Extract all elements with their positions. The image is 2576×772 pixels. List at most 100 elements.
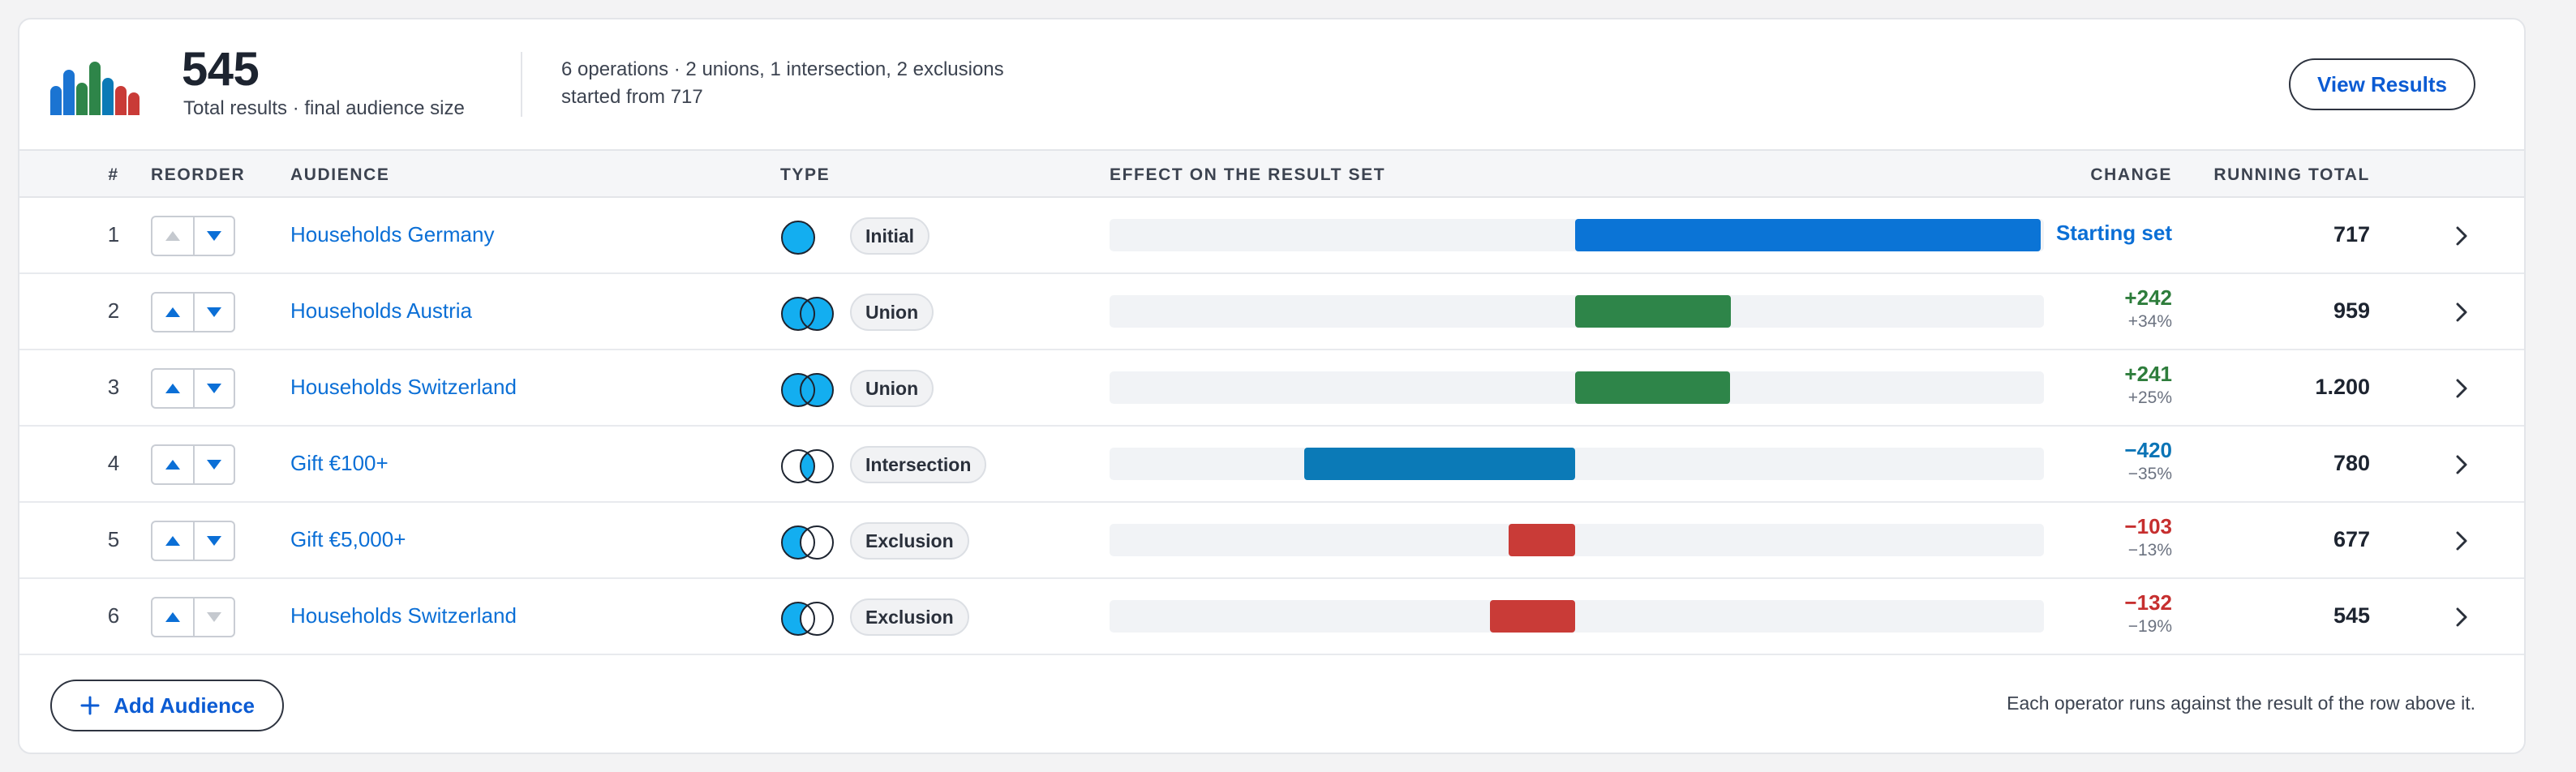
reorder-control: [151, 597, 235, 637]
running-total-value: 959: [2333, 298, 2370, 323]
change-percent: −13%: [2127, 541, 2172, 560]
audience-builder-card: 545 Total results · final audience size …: [18, 18, 2526, 754]
table-header: # REORDER AUDIENCE TYPE EFFECT ON THE RE…: [19, 149, 2524, 198]
type-badge: Union: [850, 294, 934, 331]
arrow-down-icon: [207, 384, 221, 393]
audience-link[interactable]: Households Germany: [290, 222, 495, 247]
running-total-value: 1.200: [2315, 375, 2370, 399]
add-audience-button[interactable]: Add Audience: [50, 680, 284, 731]
header: 545 Total results · final audience size …: [19, 19, 2524, 149]
move-down-button[interactable]: [193, 446, 234, 483]
effect-bar: [1490, 600, 1575, 633]
type-badge: Initial: [850, 217, 930, 255]
running-total-value: 545: [2333, 603, 2370, 628]
table-row[interactable]: 4 Gift €100+ Intersection −420 −35% 780: [19, 427, 2524, 503]
row-index: 5: [107, 527, 120, 551]
move-down-button: [193, 598, 234, 636]
chevron-right-icon[interactable]: [2449, 605, 2474, 629]
audience-link[interactable]: Households Austria: [290, 298, 473, 323]
running-total-value: 677: [2333, 527, 2370, 551]
row-index: 1: [107, 222, 120, 247]
chevron-right-icon[interactable]: [2449, 224, 2474, 248]
change-percent: +34%: [2127, 312, 2172, 331]
change-percent: +25%: [2127, 388, 2172, 407]
column-header-change: CHANGE: [2090, 165, 2172, 184]
chevron-right-icon[interactable]: [2449, 529, 2474, 553]
view-results-button[interactable]: View Results: [2289, 58, 2475, 110]
column-header-audience: AUDIENCE: [290, 165, 390, 184]
arrow-down-icon: [207, 612, 221, 622]
column-header-effect: EFFECT ON THE RESULT SET: [1110, 165, 1386, 184]
row-index: 3: [107, 375, 120, 399]
add-audience-label: Add Audience: [114, 693, 255, 718]
change-cell: Starting set: [2056, 221, 2172, 246]
move-up-button[interactable]: [152, 370, 193, 407]
arrow-down-icon: [207, 307, 221, 317]
arrow-down-icon: [207, 231, 221, 241]
arrow-up-icon: [165, 460, 180, 470]
chevron-right-icon[interactable]: [2449, 452, 2474, 477]
change-value: −420: [2124, 438, 2172, 462]
type-badge: Exclusion: [850, 598, 969, 636]
table-row[interactable]: 5 Gift €5,000+ Exclusion −103 −13% 677: [19, 503, 2524, 579]
row-index: 6: [107, 603, 120, 628]
change-cell: −132 −19%: [2124, 590, 2172, 637]
move-down-button[interactable]: [193, 370, 234, 407]
column-header-reorder: REORDER: [151, 165, 246, 184]
column-header-running-total: RUNNING TOTAL: [2213, 165, 2370, 184]
chevron-right-icon[interactable]: [2449, 376, 2474, 401]
arrow-up-icon: [165, 231, 180, 241]
move-down-button[interactable]: [193, 522, 234, 560]
arrow-down-icon: [207, 536, 221, 546]
total-results-label: Total results · final audience size: [183, 97, 465, 119]
audience-link[interactable]: Gift €100+: [290, 451, 389, 475]
audience-link[interactable]: Households Switzerland: [290, 375, 517, 399]
row-index: 4: [107, 451, 120, 475]
move-up-button[interactable]: [152, 522, 193, 560]
effect-bar: [1575, 219, 2041, 251]
running-total-value: 780: [2333, 451, 2370, 475]
change-cell: −103 −13%: [2124, 514, 2172, 560]
effect-bar-track: [1110, 219, 2044, 251]
move-up-button[interactable]: [152, 446, 193, 483]
table-row[interactable]: 2 Households Austria Union +242 +34% 959: [19, 274, 2524, 350]
running-total-value: 717: [2333, 222, 2370, 247]
effect-bar-track: [1110, 295, 2044, 328]
change-value: Starting set: [2055, 221, 2172, 245]
table-row[interactable]: 6 Households Switzerland Exclusion −132 …: [19, 579, 2524, 655]
move-down-button[interactable]: [193, 217, 234, 255]
type-badge: Exclusion: [850, 522, 969, 560]
move-up-button: [152, 217, 193, 255]
change-value: −103: [2124, 514, 2172, 538]
chevron-right-icon[interactable]: [2449, 300, 2474, 324]
effect-bar: [1509, 524, 1575, 556]
reorder-control: [151, 216, 235, 256]
effect-bar: [1304, 448, 1575, 480]
plus-icon: [80, 696, 100, 715]
move-down-button[interactable]: [193, 294, 234, 331]
move-up-button[interactable]: [152, 294, 193, 331]
change-value: −132: [2124, 590, 2172, 615]
change-cell: +241 +25%: [2124, 362, 2172, 408]
arrow-up-icon: [165, 612, 180, 622]
reorder-control: [151, 521, 235, 561]
table-row[interactable]: 3 Households Switzerland Union +241 +25%…: [19, 350, 2524, 427]
effect-bar-track: [1110, 524, 2044, 556]
reorder-control: [151, 292, 235, 332]
arrow-up-icon: [165, 384, 180, 393]
type-badge: Union: [850, 370, 934, 407]
arrow-up-icon: [165, 536, 180, 546]
header-divider: [521, 52, 522, 117]
change-cell: +242 +34%: [2124, 285, 2172, 332]
arrow-down-icon: [207, 460, 221, 470]
reorder-control: [151, 444, 235, 485]
effect-bar: [1575, 295, 1731, 328]
operations-summary: 6 operations · 2 unions, 1 intersection,…: [561, 58, 1004, 80]
starting-size-summary: started from 717: [561, 86, 703, 108]
move-up-button[interactable]: [152, 598, 193, 636]
audience-link[interactable]: Households Switzerland: [290, 603, 517, 628]
table-row[interactable]: 1 Households Germany Initial Starting se…: [19, 198, 2524, 274]
effect-bar-track: [1110, 448, 2044, 480]
change-percent: −35%: [2127, 465, 2172, 483]
audience-link[interactable]: Gift €5,000+: [290, 527, 406, 551]
